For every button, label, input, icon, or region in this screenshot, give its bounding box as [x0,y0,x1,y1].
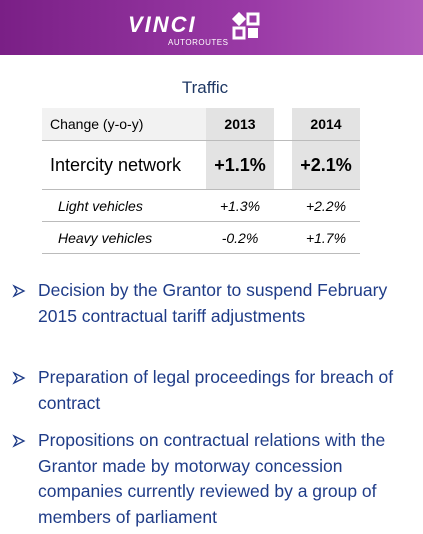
cell: +1.3% [206,189,274,222]
column-header: Change (y-o-y) [42,108,206,141]
row-label: Light vehicles [42,189,206,222]
logo [231,12,260,40]
bullet: Propositions on contractual relations wi… [12,428,412,530]
cell: +2.1% [292,140,360,190]
traffic-table: Change (y-o-y) 2013 2014 Intercity netwo… [42,108,360,254]
column-header: 2013 [206,108,274,141]
bullet: Preparation of legal proceedings for bre… [12,365,412,416]
bullet-arrow [12,434,26,448]
cell: +1.1% [206,140,274,190]
row-label: Intercity network [42,140,206,190]
header-band [0,0,423,55]
bullet-text: Preparation of legal proceedings for bre… [38,367,394,413]
cell: +1.7% [292,221,360,254]
cell: -0.2% [206,221,274,254]
cell: +2.2% [292,189,360,222]
brand: VINCI [128,12,197,37]
bullet-arrow [12,284,26,298]
brand-sub: AUTOROUTES [168,38,229,47]
bullet-text: Propositions on contractual relations wi… [38,430,386,527]
bullet-arrow [12,371,26,385]
title: Traffic [181,78,229,97]
row-label: Heavy vehicles [42,221,206,254]
bullet-text: Decision by the Grantor to suspend Febru… [38,280,388,326]
bullet: Decision by the Grantor to suspend Febru… [12,278,412,329]
column-header: 2014 [292,108,360,141]
